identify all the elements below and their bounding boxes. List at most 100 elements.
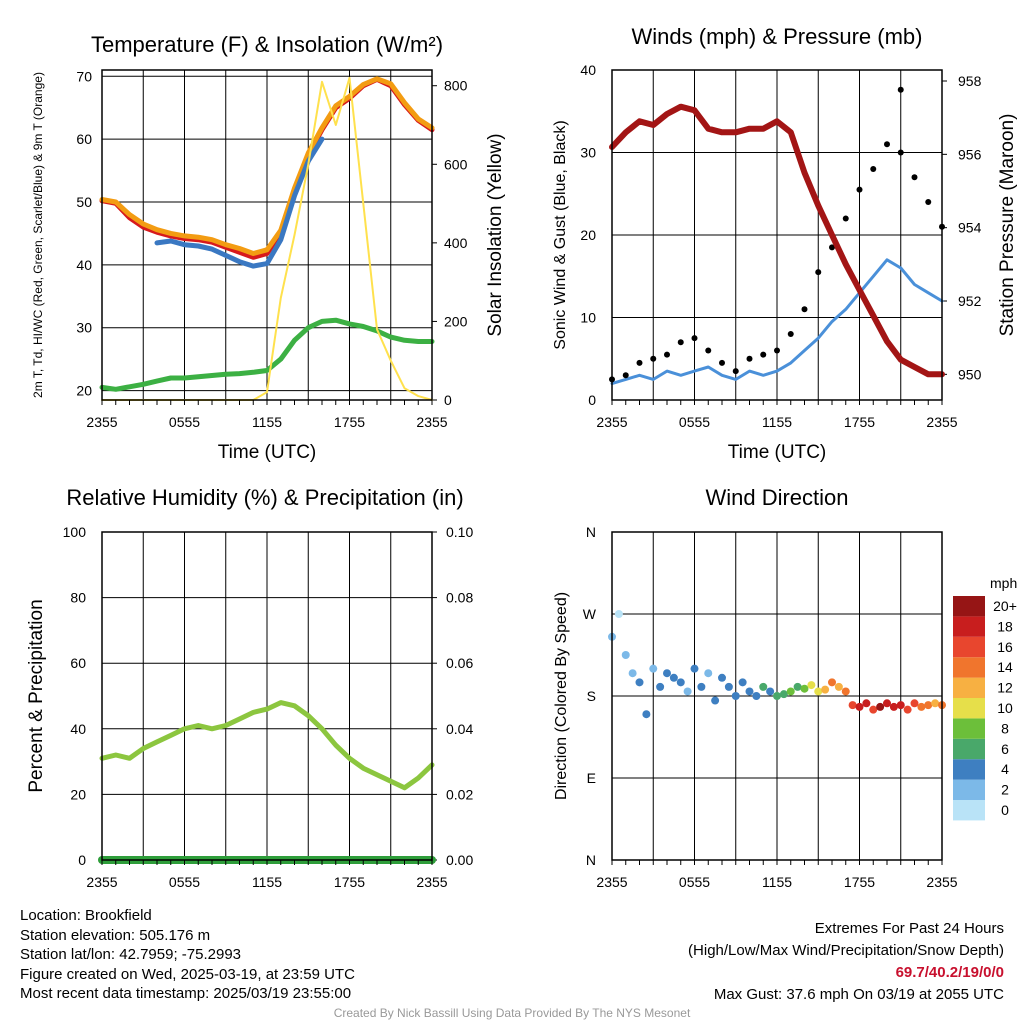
colorbar-swatch xyxy=(953,779,985,800)
y-tick-label: 0 xyxy=(78,852,86,868)
colorbar-swatch xyxy=(953,677,985,698)
y2-tick-label: 800 xyxy=(444,78,468,94)
y-tick-label: 60 xyxy=(76,131,92,147)
gust-point xyxy=(746,355,753,362)
direction-point xyxy=(704,669,713,678)
colorbar-swatch xyxy=(953,759,985,780)
colorbar-label: 0 xyxy=(1001,802,1009,818)
gust-point xyxy=(911,174,918,181)
colorbar-swatch xyxy=(953,636,985,658)
y-tick-label: 70 xyxy=(76,68,92,84)
gust-point xyxy=(719,359,725,366)
y-axis-label: Sonic Wind & Gust (Blue, Black) xyxy=(552,120,569,349)
extremes-subtitle: (High/Low/Max Wind/Precipitation/Snow De… xyxy=(688,942,1004,959)
x-tick-label: 0555 xyxy=(679,874,710,890)
direction-point xyxy=(848,701,857,710)
gust-point xyxy=(774,347,780,354)
credit-line: Created By Nick Bassill Using Data Provi… xyxy=(333,1006,691,1020)
direction-point xyxy=(807,681,816,690)
direction-point xyxy=(766,687,775,696)
direction-point xyxy=(697,682,706,691)
direction-point xyxy=(828,678,836,687)
extremes-values: 69.7/40.2/19/0/0 xyxy=(895,964,1004,981)
y-tick-label: 30 xyxy=(580,145,596,161)
colorbar-swatch xyxy=(953,616,985,637)
x-axis-label: Time (UTC) xyxy=(728,442,827,463)
direction-point xyxy=(614,610,623,618)
x-tick-label: 2355 xyxy=(86,414,117,430)
x-tick-label: 1155 xyxy=(762,874,792,890)
colorbar-label: 10 xyxy=(997,700,1013,716)
y2-tick-label: 0 xyxy=(444,392,452,408)
colorbar-unit: mph xyxy=(990,575,1017,591)
panel-3: Relative Humidity (%) & Precipitation (i… xyxy=(26,485,473,890)
gust-point xyxy=(829,244,835,251)
direction-point xyxy=(649,664,658,673)
panel-1: Temperature (F) & Insolation (W/m²) 20 30 4… xyxy=(31,32,506,463)
direction-point xyxy=(800,684,809,693)
station-location: Location: Brookfield xyxy=(20,907,152,924)
direction-point xyxy=(903,705,912,714)
direction-point xyxy=(745,687,754,696)
x-tick-label: 0555 xyxy=(679,414,710,430)
gust-point xyxy=(884,141,890,148)
gust-point xyxy=(691,335,698,342)
y2-tick-label: 0.02 xyxy=(446,786,473,802)
direction-point xyxy=(883,699,891,708)
y-tick-label: E xyxy=(587,770,596,786)
x-tick-label: 1755 xyxy=(334,414,365,430)
plot-border xyxy=(611,531,943,861)
plot-border xyxy=(101,531,433,861)
direction-point xyxy=(910,699,919,708)
y-tick-label: 60 xyxy=(70,655,86,671)
station-elevation: Station elevation: 505.176 m xyxy=(20,926,211,944)
gust-point xyxy=(622,372,629,379)
y2-tick-label: 200 xyxy=(444,313,468,329)
direction-point xyxy=(676,678,685,687)
gust-point xyxy=(815,269,822,276)
colorbar-label: 16 xyxy=(997,639,1013,655)
series-line xyxy=(99,700,435,791)
x-tick-label: 1755 xyxy=(334,874,365,890)
gust-peak-point xyxy=(897,86,904,93)
direction-point xyxy=(635,678,644,687)
series-line xyxy=(99,76,435,256)
station-latlon: Station lat/lon: 42.7959; -75.2993 xyxy=(20,946,242,963)
x-tick-label: 1755 xyxy=(844,414,875,430)
direction-point xyxy=(876,702,885,711)
colorbar-label: 20+ xyxy=(993,598,1017,614)
direction-point xyxy=(855,702,864,711)
x-tick-label: 2355 xyxy=(596,874,627,890)
direction-point xyxy=(841,687,850,696)
direction-point xyxy=(752,692,761,700)
x-tick-label: 1155 xyxy=(762,414,792,430)
gust-point xyxy=(760,351,767,358)
y-tick-label: 30 xyxy=(76,320,92,336)
direction-point xyxy=(690,664,699,673)
direction-point xyxy=(773,692,781,700)
y-tick-label: 50 xyxy=(76,194,92,210)
y-tick-label: N xyxy=(586,852,596,868)
y2-tick-label: 0.06 xyxy=(446,655,473,671)
direction-point xyxy=(931,699,940,708)
direction-point xyxy=(759,682,768,691)
colorbar-swatch xyxy=(953,718,985,739)
x-tick-label: 2355 xyxy=(596,414,627,430)
x-tick-label: 2355 xyxy=(926,874,957,890)
y2-tick-label: 0.10 xyxy=(446,524,473,540)
gust-point xyxy=(897,149,904,156)
y-tick-label: 40 xyxy=(70,721,86,737)
y-axis-label: 2m T, Td, HI/WC (Red, Green, Scarlet/Blu… xyxy=(31,72,45,398)
x-tick-label: 2355 xyxy=(86,874,117,890)
direction-point xyxy=(628,669,637,678)
x-tick-label: 1155 xyxy=(252,414,282,430)
direction-point xyxy=(663,669,671,678)
series-line xyxy=(609,103,945,378)
colorbar-swatch xyxy=(953,698,985,719)
chart-title: Temperature (F) & Insolation (W/m²) xyxy=(91,32,443,57)
colorbar-swatch xyxy=(953,596,985,617)
x-tick-label: 2355 xyxy=(926,414,957,430)
direction-point xyxy=(724,682,733,691)
extremes-info: Extremes For Past 24 Hours (High/Low/Max… xyxy=(688,918,1004,1006)
